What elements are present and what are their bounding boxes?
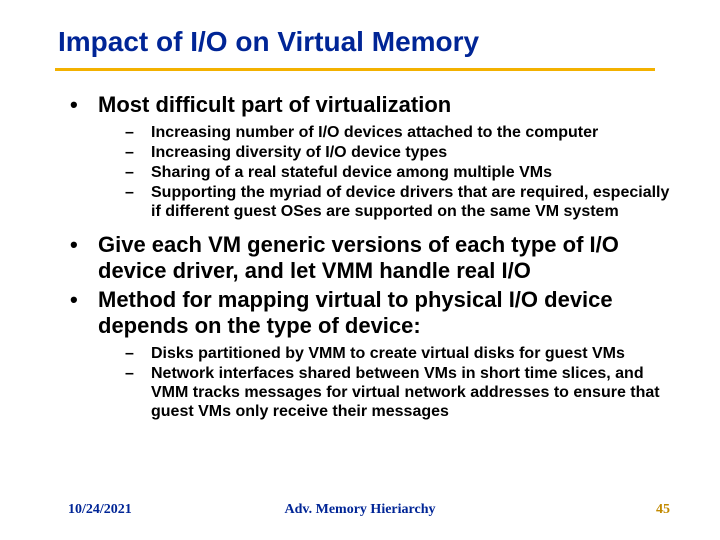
bullet-icon: • (70, 287, 98, 313)
sub-bullet-text: Increasing diversity of I/O device types (151, 144, 447, 163)
sub-bullet: – Increasing diversity of I/O device typ… (125, 144, 680, 163)
bullet-text: Most difficult part of virtualization (98, 92, 451, 118)
bullet-text: Give each VM generic versions of each ty… (98, 232, 680, 285)
sub-bullet-group: – Increasing number of I/O devices attac… (125, 124, 680, 221)
sub-bullet-text: Disks partitioned by VMM to create virtu… (151, 345, 625, 364)
bullet-icon: • (70, 92, 98, 118)
sub-bullet: – Supporting the myriad of device driver… (125, 184, 680, 222)
dash-icon: – (125, 184, 151, 203)
footer-title: Adv. Memory Hieriarchy (0, 502, 720, 518)
dash-icon: – (125, 345, 151, 364)
dash-icon: – (125, 124, 151, 143)
sub-bullet: – Sharing of a real stateful device amon… (125, 164, 680, 183)
bullet-text: Method for mapping virtual to physical I… (98, 287, 680, 340)
slide: Impact of I/O on Virtual Memory • Most d… (0, 0, 720, 540)
dash-icon: – (125, 144, 151, 163)
sub-bullet-text: Network interfaces shared between VMs in… (151, 365, 680, 422)
bullet-l1: • Give each VM generic versions of each … (70, 232, 680, 285)
sub-bullet-text: Supporting the myriad of device drivers … (151, 184, 680, 222)
sub-bullet: – Network interfaces shared between VMs … (125, 365, 680, 422)
sub-bullet: – Disks partitioned by VMM to create vir… (125, 345, 680, 364)
slide-title: Impact of I/O on Virtual Memory (58, 26, 479, 58)
dash-icon: – (125, 164, 151, 183)
sub-bullet-text: Increasing number of I/O devices attache… (151, 124, 598, 143)
sub-bullet-group: – Disks partitioned by VMM to create vir… (125, 345, 680, 422)
bullet-l1: • Method for mapping virtual to physical… (70, 287, 680, 340)
sub-bullet-text: Sharing of a real stateful device among … (151, 164, 552, 183)
dash-icon: – (125, 365, 151, 384)
footer-page-number: 45 (656, 502, 670, 518)
title-underline (55, 68, 655, 71)
sub-bullet: – Increasing number of I/O devices attac… (125, 124, 680, 143)
slide-body: • Most difficult part of virtualization … (70, 92, 680, 432)
bullet-icon: • (70, 232, 98, 258)
bullet-l1: • Most difficult part of virtualization (70, 92, 680, 118)
